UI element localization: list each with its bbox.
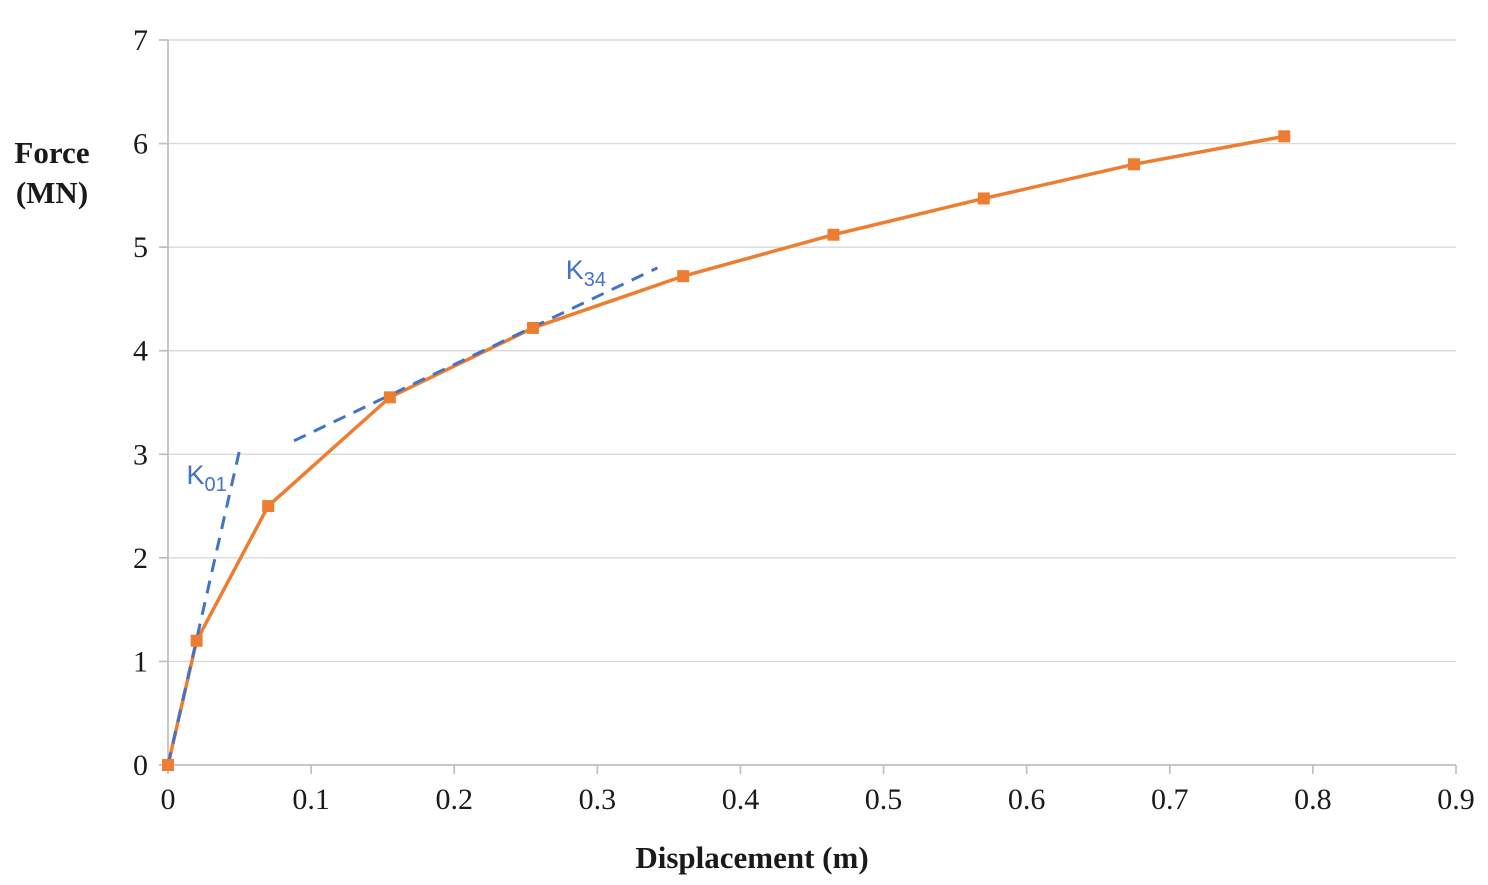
data-point-marker xyxy=(827,228,840,241)
k01-stiffness-line xyxy=(166,449,242,766)
x-tick-label: 0.4 xyxy=(722,783,760,816)
force-displacement-curve xyxy=(166,134,1287,767)
y-tick-label: 5 xyxy=(133,231,148,264)
y-tick-label: 7 xyxy=(133,24,148,57)
data-point-marker xyxy=(162,759,174,771)
x-tick-label: 0.3 xyxy=(579,783,617,816)
x-tick-label: 0 xyxy=(161,783,176,816)
x-tick-label: 0.6 xyxy=(1008,783,1046,816)
x-axis-title: Displacement (m) xyxy=(635,840,868,875)
y-tick-label: 3 xyxy=(133,438,148,471)
x-tick-label: 0.1 xyxy=(292,783,330,816)
k34-label: K34 xyxy=(566,255,606,291)
y-tick-label: 1 xyxy=(133,645,148,678)
x-tick-label: 0.9 xyxy=(1437,783,1475,816)
data-point-marker xyxy=(1128,158,1140,171)
data-point-marker xyxy=(262,500,275,513)
x-tick-label: 0.2 xyxy=(435,783,473,816)
x-tick-label: 0.8 xyxy=(1294,783,1332,816)
k01-label: K01 xyxy=(187,460,227,496)
y-axis-title-line-2: (MN) xyxy=(16,175,88,210)
data-point-marker xyxy=(526,321,539,334)
y-tick-label: 0 xyxy=(133,749,148,782)
data-point-marker xyxy=(977,192,990,205)
y-axis-title-line-1: Force xyxy=(14,135,89,170)
x-tick-label: 0.5 xyxy=(865,783,903,816)
y-tick-label: 4 xyxy=(133,335,148,368)
y-tick-label: 2 xyxy=(133,542,148,575)
data-point-marker xyxy=(190,634,203,647)
y-tick-label: 6 xyxy=(133,128,148,161)
data-point-marker xyxy=(383,391,396,404)
x-tick-label: 0.7 xyxy=(1151,783,1189,816)
data-point-marker xyxy=(1278,130,1291,143)
k34-stiffness-line xyxy=(293,266,659,443)
data-point-marker xyxy=(677,270,690,283)
